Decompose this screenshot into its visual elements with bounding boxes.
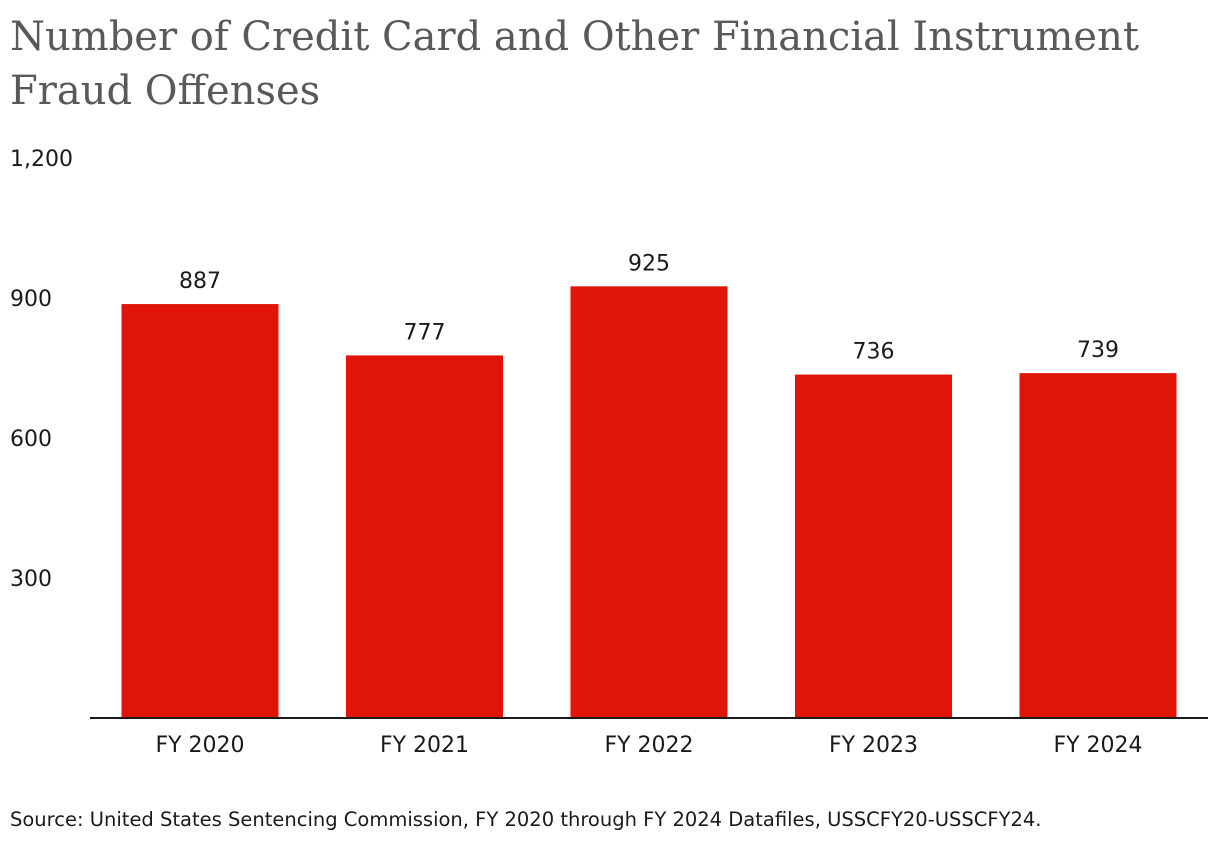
x-axis-labels: FY 2020 FY 2021 FY 2022 FY 2023 FY 2024 (155, 733, 1142, 758)
bar-value-label: 736 (853, 340, 895, 365)
bars (121, 286, 1177, 718)
bar-value-label: 887 (179, 269, 221, 294)
y-tick-label: 1,200 (10, 147, 73, 172)
bar (795, 374, 952, 718)
data-labels: 887 777 925 736 739 (179, 251, 1119, 364)
bar (121, 304, 279, 718)
x-tick-label: FY 2022 (604, 733, 693, 758)
y-axis-ticks: 300 600 900 1,200 (10, 147, 73, 592)
y-tick-label: 300 (10, 567, 52, 592)
bar (1019, 373, 1177, 718)
source-note: Source: United States Sentencing Commiss… (10, 808, 1042, 831)
x-tick-label: FY 2023 (829, 733, 918, 758)
y-tick-label: 600 (10, 427, 52, 452)
bar-value-label: 739 (1077, 338, 1119, 363)
x-tick-label: FY 2021 (380, 733, 469, 758)
bar (346, 355, 503, 718)
bar-value-label: 925 (628, 251, 670, 276)
x-tick-label: FY 2020 (155, 733, 244, 758)
bar-value-label: 777 (404, 320, 446, 345)
chart-title: Number of Credit Card and Other Financia… (10, 14, 1139, 114)
y-tick-label: 900 (10, 287, 52, 312)
x-tick-label: FY 2024 (1053, 733, 1142, 758)
bar (570, 286, 728, 718)
